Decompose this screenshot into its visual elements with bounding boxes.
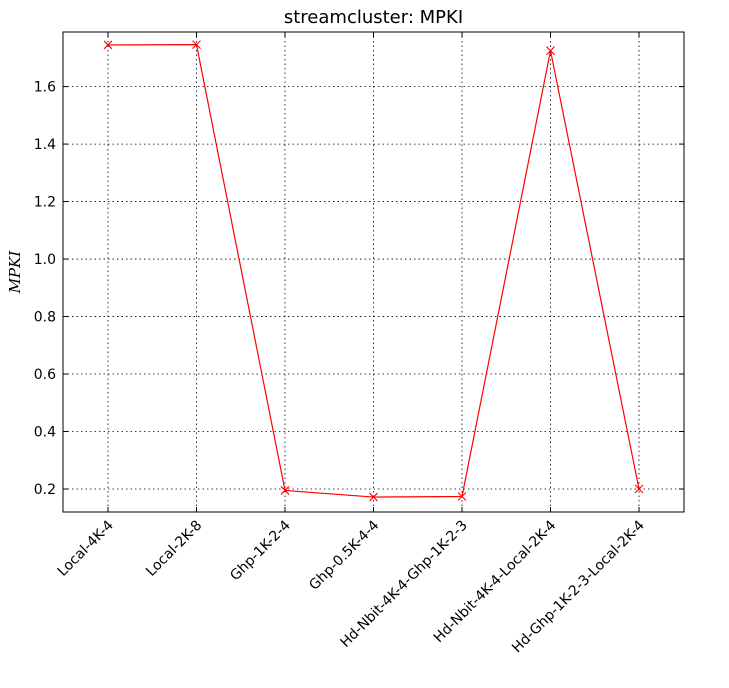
y-tick-label: 1.2	[34, 195, 56, 211]
tick-labels: 0.2 0.4 0.6 0.8 1.0 1.2 1.4 1.6 Local-4K-4 Local-…	[34, 80, 648, 657]
plot-frame	[62, 31, 685, 513]
data-point-marker	[634, 484, 644, 494]
y-tick-label: 0.4	[34, 425, 56, 441]
axes	[63, 32, 684, 512]
y-tick-label: 1.0	[34, 252, 56, 268]
grid	[63, 32, 684, 512]
y-tick-label: 1.4	[34, 137, 56, 153]
data-point-marker	[457, 492, 467, 501]
data-point-marker	[103, 40, 113, 50]
x-tick-label: Local-4K-4	[55, 517, 117, 579]
x-tick-label: Ghp-1K-2-4	[227, 517, 294, 584]
data-point-marker	[546, 46, 555, 56]
data-point-marker	[369, 492, 378, 502]
y-axis-label: MPKI	[6, 250, 24, 295]
x-tick-label: Ghp-0.5K-4-4	[306, 517, 382, 593]
y-tick-label: 0.2	[34, 482, 56, 498]
y-tick-label: 1.6	[34, 80, 56, 96]
series	[103, 40, 644, 502]
y-tick-label: 0.6	[34, 367, 56, 383]
data-point-marker	[280, 486, 290, 495]
y-tick-label: 0.8	[34, 310, 56, 326]
chart-title: streamcluster: MPKI	[284, 7, 463, 28]
data-point-marker	[192, 40, 201, 50]
x-tick-label: Local-2K-8	[143, 518, 205, 580]
